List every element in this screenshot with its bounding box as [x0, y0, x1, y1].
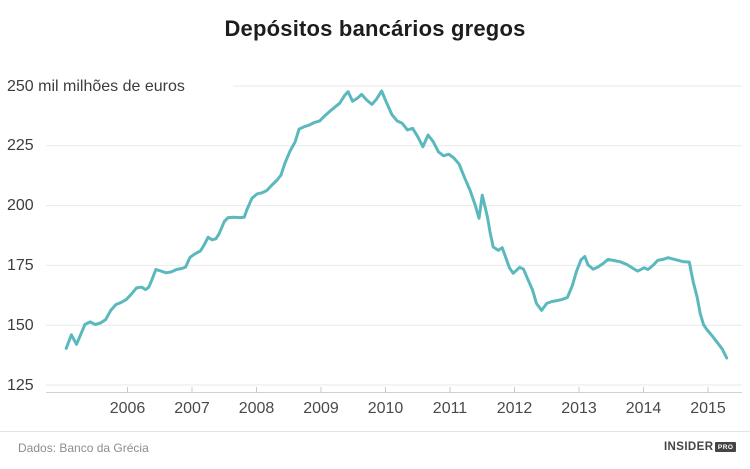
x-axis-tick-label: 2015 — [690, 400, 726, 417]
logo-insider-text: INSIDER — [663, 441, 714, 453]
data-source-label: Dados: Banco da Grécia — [18, 441, 149, 455]
x-axis-tick-label: 2013 — [561, 400, 597, 417]
y-axis-tick-label: 150 — [7, 316, 34, 334]
x-axis-tick-label: 2011 — [432, 400, 468, 417]
x-axis-tick-label: 2007 — [174, 400, 210, 417]
x-axis-tick-label: 2008 — [238, 400, 275, 417]
chart-title: Depósitos bancários gregos — [224, 16, 526, 41]
logo-pro-badge: PRO — [715, 442, 736, 452]
x-axis-tick-label: 2012 — [496, 400, 533, 417]
y-axis-tick-label: 250 mil milhões de euros — [7, 77, 185, 95]
insider-pro-logo: INSIDER PRO — [664, 441, 736, 453]
x-axis-tick-label: 2010 — [367, 400, 404, 417]
y-axis-tick-label: 225 — [7, 137, 34, 155]
x-axis-tick-label: 2014 — [625, 400, 662, 417]
y-axis-tick-label: 125 — [7, 376, 34, 394]
x-axis-tick-label: 2006 — [109, 400, 146, 417]
y-axis-tick-label: 200 — [7, 197, 34, 215]
y-axis-tick-label: 175 — [7, 256, 34, 274]
x-axis-tick-label: 2009 — [303, 400, 339, 417]
footer: Dados: Banco da Grécia INSIDER PRO — [0, 431, 750, 469]
deposits-line — [64, 89, 729, 360]
